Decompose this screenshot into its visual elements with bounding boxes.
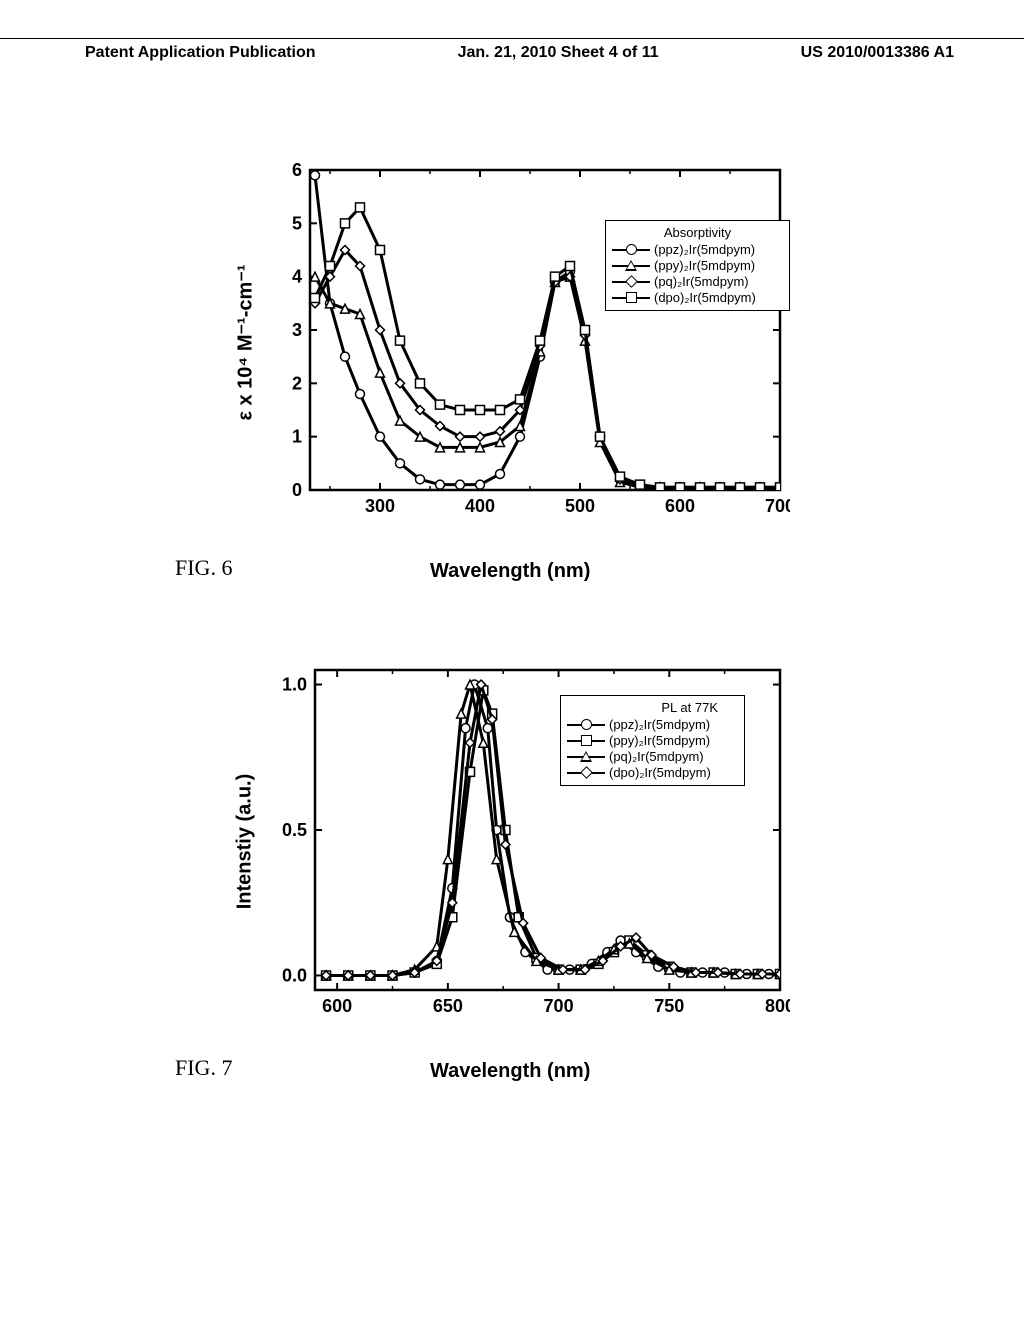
- legend-item: (ppy)₂Ir(5mdpym): [612, 258, 783, 273]
- fig6-ylabel: ε x 10⁴ M⁻¹-cm⁻¹: [233, 233, 258, 453]
- legend-marker-icon: [567, 751, 605, 763]
- legend-item: (ppz)₂Ir(5mdpym): [567, 717, 738, 732]
- fig7-legend: PL at 77K (ppz)₂Ir(5mdpym)(ppy)₂Ir(5mdpy…: [560, 695, 745, 786]
- legend-label: (ppy)₂Ir(5mdpym): [609, 733, 710, 748]
- header-center: Jan. 21, 2010 Sheet 4 of 11: [458, 44, 659, 62]
- svg-text:700: 700: [765, 496, 790, 516]
- legend-marker-icon: [567, 719, 605, 731]
- header-right: US 2010/0013386 A1: [801, 44, 954, 62]
- svg-text:0.5: 0.5: [282, 820, 307, 840]
- page-header: Patent Application Publication Jan. 21, …: [0, 38, 1024, 62]
- svg-text:800: 800: [765, 996, 790, 1016]
- svg-text:600: 600: [322, 996, 352, 1016]
- header-left: Patent Application Publication: [85, 44, 316, 62]
- fig7-ylabel: Intenstiy (a.u.): [234, 752, 257, 932]
- legend-marker-icon: [567, 735, 605, 747]
- legend-label: (pq)₂Ir(5mdpym): [609, 749, 704, 764]
- svg-text:500: 500: [565, 496, 595, 516]
- svg-text:400: 400: [465, 496, 495, 516]
- legend-item: (ppz)₂Ir(5mdpym): [612, 242, 783, 257]
- legend-marker-icon: [612, 292, 650, 304]
- fig6-legend-title: Absorptivity: [612, 225, 783, 240]
- svg-text:1.0: 1.0: [282, 675, 307, 695]
- legend-item: (ppy)₂Ir(5mdpym): [567, 733, 738, 748]
- svg-text:300: 300: [365, 496, 395, 516]
- fig7-legend-title: PL at 77K: [567, 700, 738, 715]
- legend-label: (ppz)₂Ir(5mdpym): [654, 242, 755, 257]
- svg-text:600: 600: [665, 496, 695, 516]
- svg-text:0.0: 0.0: [282, 965, 307, 985]
- fig6-chart: 300 400 500 600 700 0 1 2 3 4 5 6: [260, 160, 790, 530]
- fig7-label: FIG. 7: [175, 1055, 232, 1081]
- fig6-label: FIG. 6: [175, 555, 232, 581]
- legend-marker-icon: [567, 767, 605, 779]
- legend-marker-icon: [612, 260, 650, 272]
- legend-label: (ppz)₂Ir(5mdpym): [609, 717, 710, 732]
- legend-item: (pq)₂Ir(5mdpym): [567, 749, 738, 764]
- svg-text:5: 5: [292, 213, 302, 233]
- legend-item: (pq)₂Ir(5mdpym): [612, 274, 783, 289]
- fig6-legend: Absorptivity (ppz)₂Ir(5mdpym)(ppy)₂Ir(5m…: [605, 220, 790, 311]
- legend-label: (dpo)₂Ir(5mdpym): [609, 765, 711, 780]
- svg-text:4: 4: [292, 267, 302, 287]
- legend-item: (dpo)₂Ir(5mdpym): [612, 290, 783, 305]
- svg-text:3: 3: [292, 320, 302, 340]
- fig6-xlabel: Wavelength (nm): [430, 560, 590, 583]
- legend-marker-icon: [612, 244, 650, 256]
- svg-text:6: 6: [292, 160, 302, 180]
- legend-label: (pq)₂Ir(5mdpym): [654, 274, 749, 289]
- svg-text:2: 2: [292, 373, 302, 393]
- legend-marker-icon: [612, 276, 650, 288]
- svg-text:1: 1: [292, 427, 302, 447]
- fig6-svg: 300 400 500 600 700 0 1 2 3 4 5 6: [260, 160, 790, 530]
- svg-text:700: 700: [544, 996, 574, 1016]
- svg-text:0: 0: [292, 480, 302, 500]
- fig7-xlabel: Wavelength (nm): [430, 1060, 590, 1083]
- legend-label: (dpo)₂Ir(5mdpym): [654, 290, 756, 305]
- svg-text:750: 750: [654, 996, 684, 1016]
- legend-item: (dpo)₂Ir(5mdpym): [567, 765, 738, 780]
- svg-text:650: 650: [433, 996, 463, 1016]
- legend-label: (ppy)₂Ir(5mdpym): [654, 258, 755, 273]
